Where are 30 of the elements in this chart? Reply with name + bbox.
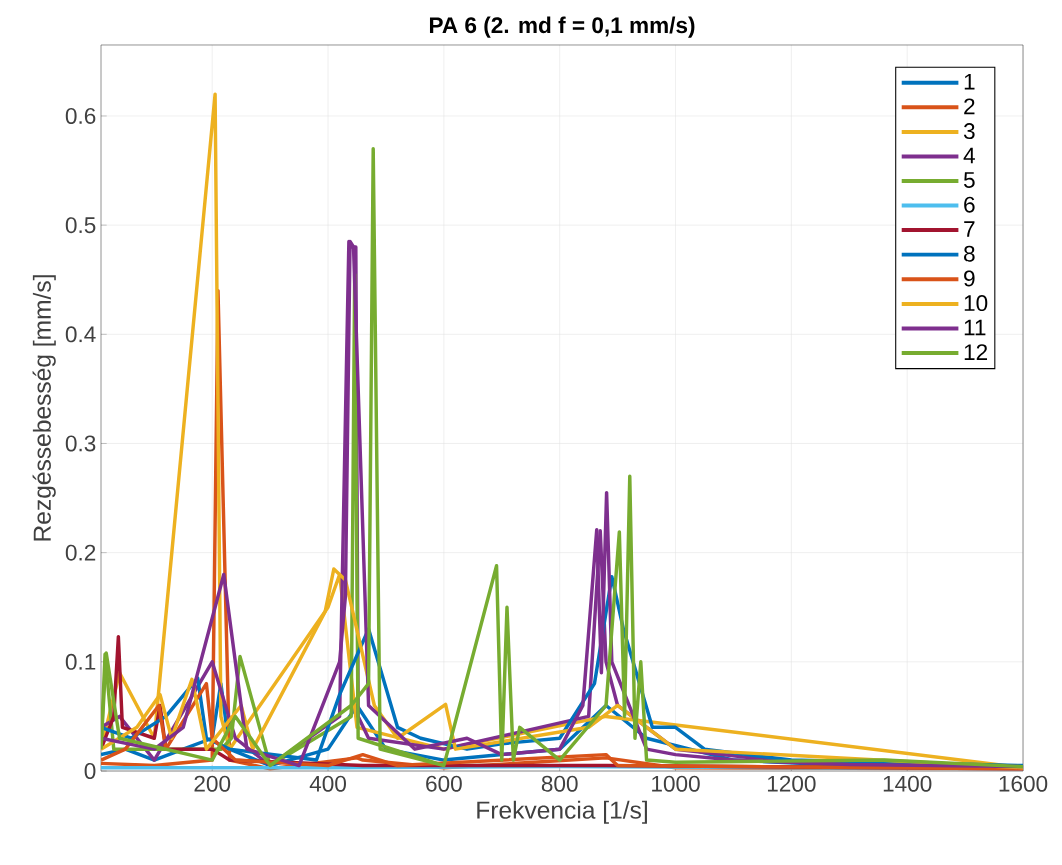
legend-label: 1	[964, 73, 975, 90]
x-tick-label: 1000	[652, 775, 700, 792]
x-tick-label: 400	[309, 775, 346, 792]
legend-label: 9	[964, 270, 975, 287]
y-tick-label: 0.1	[65, 653, 96, 670]
legend-label: 10	[964, 295, 988, 312]
y-tick-label: 0.3	[65, 435, 96, 452]
x-tick-label: 1400	[883, 775, 932, 792]
legend-label: 5	[963, 172, 975, 188]
legend-label: 3	[963, 123, 975, 140]
y-tick-label: 0	[84, 763, 96, 779]
x-tick-label: 1600	[999, 775, 1048, 792]
legend-label: 6	[964, 196, 975, 213]
y-tick-label: 0.5	[65, 217, 96, 234]
legend-label: 12	[964, 344, 988, 360]
y-axis-title: Rezgéssebesség [mm/s]	[32, 275, 56, 541]
x-tick-label: 1200	[767, 775, 816, 792]
legend-label: 2	[964, 98, 975, 115]
legend-label: 7	[964, 221, 975, 237]
x-tick-label: 200	[194, 775, 231, 792]
y-tick-label: 0.2	[65, 544, 96, 561]
x-tick-label: 600	[426, 775, 462, 792]
y-tick-label: 0.4	[65, 326, 96, 343]
chart-title: PA 6 (2. md f = 0,1 mm/s)	[429, 16, 695, 38]
legend-label: 11	[964, 319, 986, 336]
legend-label: 4	[963, 147, 975, 164]
x-axis-title: Frekvencia [1/s]	[477, 800, 647, 824]
legend-label: 8	[964, 245, 975, 262]
y-tick-label: 0.6	[65, 107, 96, 124]
x-tick-label: 800	[541, 775, 578, 792]
